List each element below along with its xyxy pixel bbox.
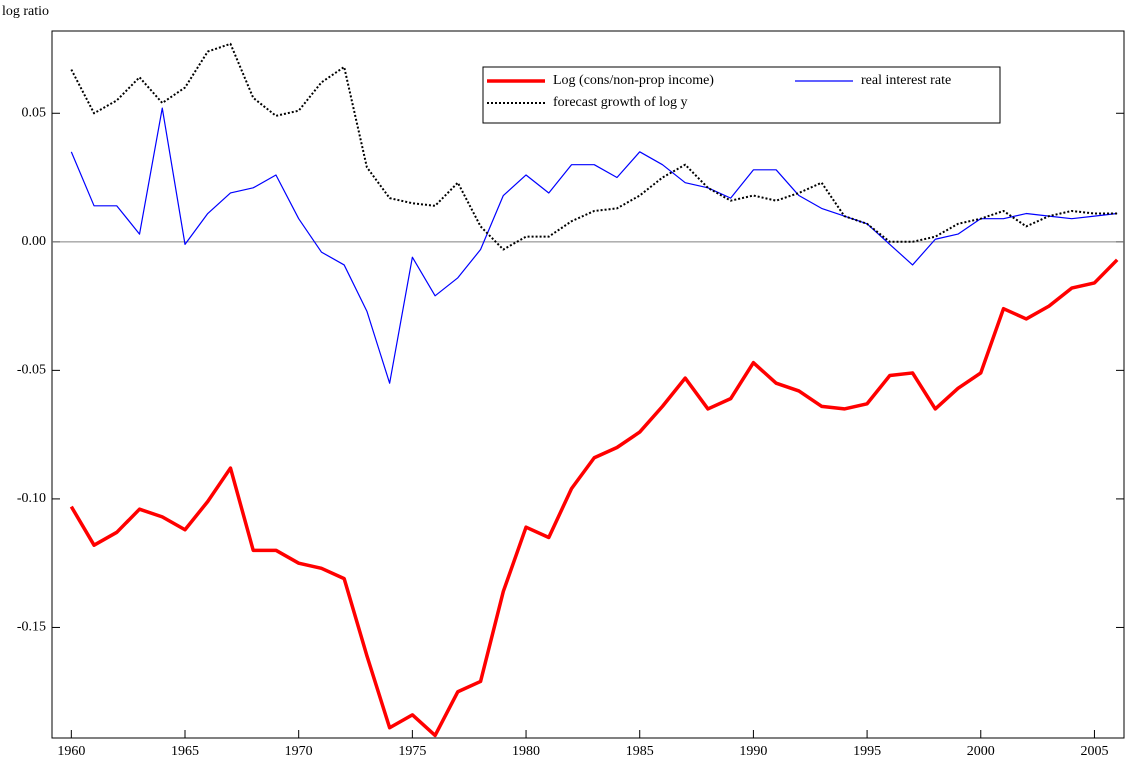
x-tick-label: 1985 (626, 744, 654, 759)
y-tick-label: 0.05 (22, 105, 47, 120)
x-tick-label: 1990 (739, 744, 767, 759)
x-tick-label: 1980 (512, 744, 540, 759)
y-axis-label: log ratio (2, 4, 49, 19)
y-tick-label: -0.15 (17, 620, 46, 635)
legend-box (482, 66, 1001, 124)
x-tick-label: 1975 (398, 744, 426, 759)
x-tick-label: 2000 (967, 744, 995, 759)
legend-label: Log (cons/non-prop income) (553, 73, 714, 88)
series-line (69, 258, 1119, 738)
y-tick-label: -0.10 (17, 491, 46, 506)
x-tick-label: 1995 (853, 744, 881, 759)
series-line (70, 107, 1118, 384)
x-tick-label: 1970 (285, 744, 313, 759)
legend-label: real interest rate (861, 73, 951, 88)
x-tick-label: 2005 (1080, 744, 1108, 759)
y-tick-label: 0.00 (22, 234, 47, 249)
series-line (70, 42, 1118, 251)
plot-frame (51, 30, 1125, 739)
y-tick-label: -0.05 (17, 363, 46, 378)
legend-label: forecast growth of log y (553, 95, 688, 110)
x-tick-label: 1965 (171, 744, 199, 759)
x-tick-label: 1960 (57, 744, 85, 759)
